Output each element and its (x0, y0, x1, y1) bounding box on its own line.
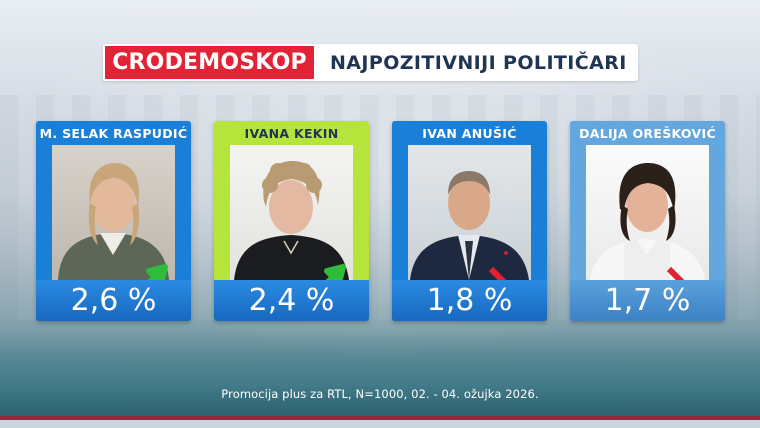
candidate-photo (586, 145, 709, 280)
portrait-woman-icon (58, 163, 169, 280)
candidate-card: M. SELAK RASPUDIĆ 2,6 % (36, 121, 191, 321)
portrait-woman-icon (590, 163, 705, 280)
candidate-value: 1,7 % (570, 280, 725, 321)
candidate-card: IVAN ANUŠIĆ 1,8 % (392, 121, 547, 321)
candidate-value: 1,8 % (392, 280, 547, 321)
chart-title: NAJPOZITIVNIJI POLITIČARI (330, 51, 627, 74)
trend-up-arrow-icon (146, 264, 168, 280)
candidate-card: IVANA KEKIN 2,4 % (214, 121, 369, 321)
candidate-value: 2,6 % (36, 280, 191, 321)
candidate-card: DALIJA OREŠKOVIĆ 1,7 % (570, 121, 725, 321)
candidate-name: M. SELAK RASPUDIĆ (39, 125, 188, 141)
trend-down-arrow-icon (666, 266, 695, 280)
candidate-name: IVANA KEKIN (244, 125, 339, 141)
candidate-name: DALIJA OREŠKOVIĆ (579, 125, 716, 141)
candidate-name: IVAN ANUŠIĆ (422, 125, 517, 141)
portrait-woman-icon (234, 161, 349, 280)
source-footnote: Promocija plus za RTL, N=1000, 02. - 04.… (221, 387, 539, 401)
brand-label: CRODEMOSKOP (103, 44, 316, 81)
candidate-photo (230, 145, 353, 280)
candidate-photo (52, 145, 175, 280)
trend-up-arrow-icon (324, 264, 346, 280)
trend-down-arrow-icon (488, 266, 517, 280)
portrait-man-icon (410, 171, 529, 280)
background-plaza (0, 330, 760, 420)
candidate-photo (408, 145, 531, 280)
bottom-bar (0, 416, 760, 428)
candidate-value: 2,4 % (214, 280, 369, 321)
header-banner: CRODEMOSKOP NAJPOZITIVNIJI POLITIČARI (103, 44, 638, 81)
